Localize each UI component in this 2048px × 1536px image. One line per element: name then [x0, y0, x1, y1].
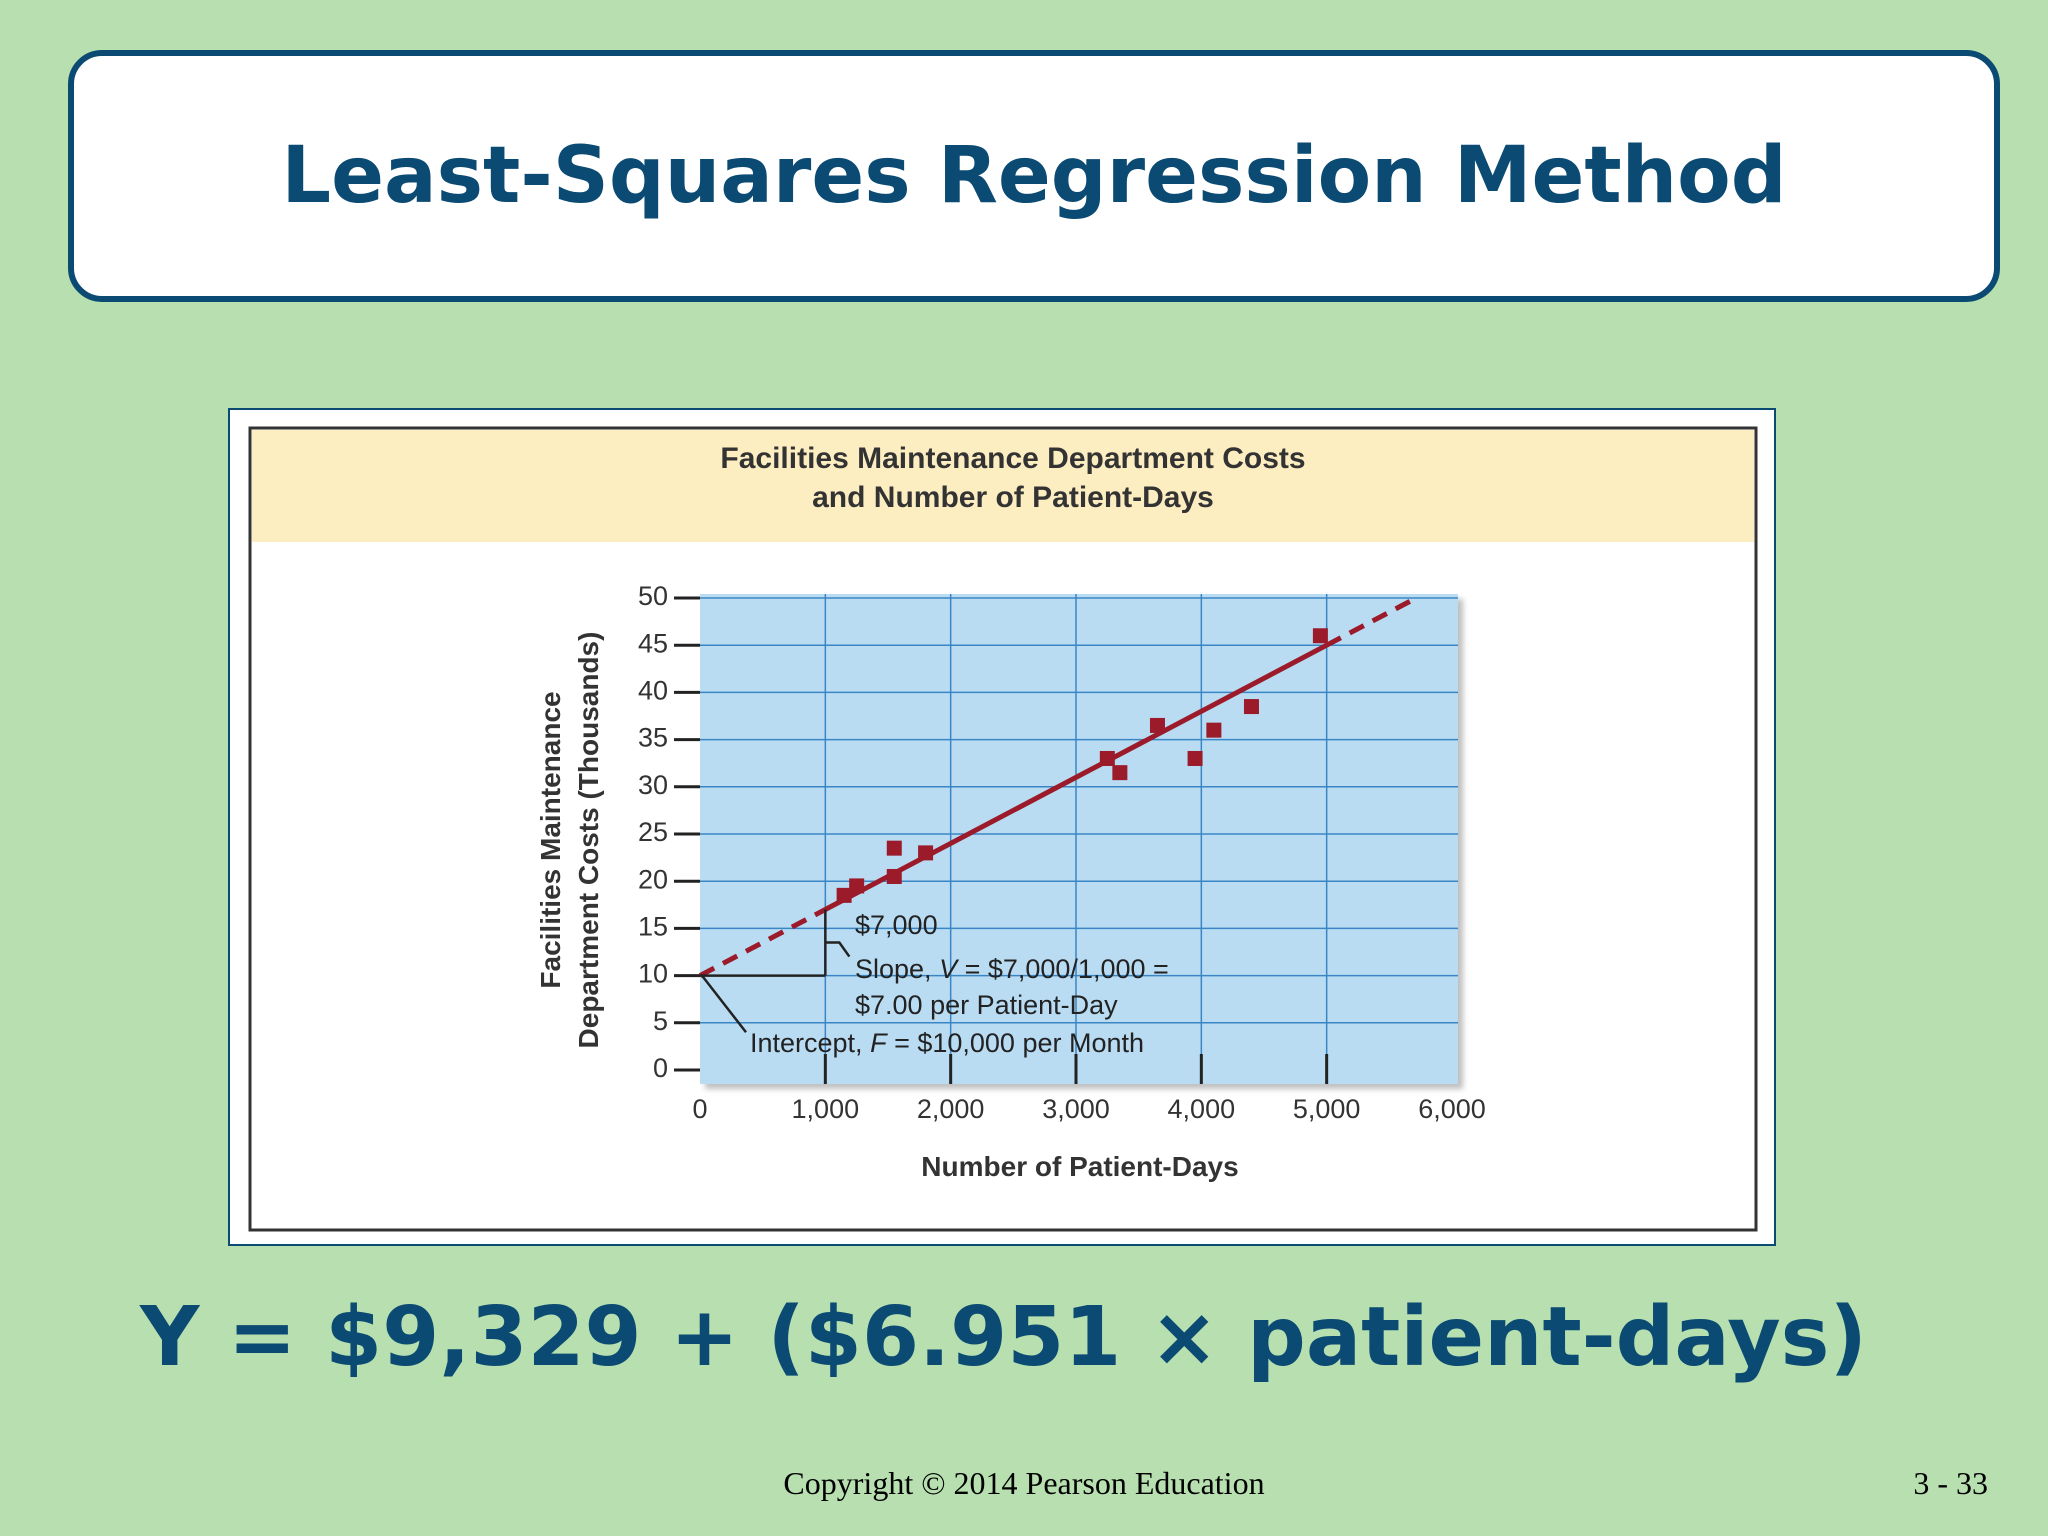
regression-equation: Y = $9,329 + ($6.951 × patient-days) [140, 1290, 1867, 1385]
intercept-label: Intercept, F = $10,000 per Month [750, 1028, 1144, 1058]
fit-line-dashed-right [1325, 596, 1416, 648]
chart-header-band [252, 430, 1754, 542]
fit-line-dashed-left [698, 907, 827, 978]
data-points [836, 628, 1328, 903]
y-tick-label: 5 [653, 1006, 668, 1036]
y-tick-label: 25 [638, 817, 668, 847]
slide-title: Least-Squares Regression Method [281, 131, 1787, 221]
slope-suffix: = $7,000/1,000 = [957, 954, 1169, 984]
title-box: Least-Squares Regression Method [68, 50, 2000, 302]
fit-line-solid [824, 642, 1328, 912]
y-tick-label: 15 [638, 912, 668, 942]
regression-chart: Facilities Maintenance Department Costs … [248, 426, 1758, 1232]
chart-title-line1: Facilities Maintenance Department Costs [720, 442, 1305, 475]
y-tick-label: 30 [638, 770, 668, 800]
slope-var: V [939, 954, 960, 984]
x-tick-label: 3,000 [1042, 1094, 1110, 1124]
y-tick-label: 50 [638, 581, 668, 611]
chart-title-line2: and Number of Patient-Days [812, 481, 1214, 514]
data-point [918, 845, 934, 861]
x-tick-label: 6,000 [1418, 1094, 1486, 1124]
y-tick-label: 40 [638, 676, 668, 706]
data-point [1149, 717, 1165, 733]
data-point [849, 878, 865, 894]
x-tick-label: 5,000 [1293, 1094, 1361, 1124]
x-tick-label: 4,000 [1168, 1094, 1236, 1124]
intercept-prefix: Intercept, [750, 1028, 870, 1058]
slope-prefix: Slope, [855, 954, 939, 984]
data-point [1243, 699, 1259, 715]
y-tick-label: 0 [653, 1053, 668, 1083]
data-point [1206, 722, 1222, 738]
data-point [1099, 750, 1115, 766]
y-axis-label-line1: Facilities Maintenance [535, 691, 566, 988]
x-axis-label: Number of Patient-Days [921, 1151, 1238, 1182]
data-point [1312, 628, 1328, 644]
x-tick-label: 0 [692, 1094, 707, 1124]
y-tick-label: 20 [638, 864, 668, 894]
y-tick-label: 10 [638, 959, 668, 989]
intercept-leader-line [701, 974, 747, 1034]
slope-label-line1: Slope, V = $7,000/1,000 = [855, 954, 1169, 984]
x-tick-label: 2,000 [917, 1094, 985, 1124]
y-axis-ticks: 0 5 10 15 20 25 30 35 40 45 50 [638, 581, 700, 1083]
slope-leader-line [825, 941, 851, 958]
y-axis-label-line2: Department Costs (Thousands) [573, 632, 604, 1049]
data-point [886, 840, 902, 856]
y-tick-label: 45 [638, 628, 668, 658]
intercept-suffix: = $10,000 per Month [887, 1028, 1144, 1058]
intercept-var: F [870, 1028, 888, 1058]
data-point [836, 887, 852, 903]
slope-label-line2: $7.00 per Patient-Day [855, 990, 1118, 1020]
chart-figure: Facilities Maintenance Department Costs … [228, 408, 1776, 1246]
plot-area [700, 594, 1458, 1084]
data-point [1187, 750, 1203, 766]
y-tick-label: 35 [638, 723, 668, 753]
data-point [886, 868, 902, 884]
x-axis-ticks: 0 1,000 2,000 3,000 4,000 5,000 6,000 [692, 1054, 1486, 1124]
rise-label: $7,000 [855, 910, 938, 940]
x-tick-label: 1,000 [792, 1094, 860, 1124]
page-number: 3 - 33 [1913, 1465, 1988, 1501]
data-point [1112, 765, 1128, 781]
copyright-notice: Copyright © 2014 Pearson Education [783, 1465, 1265, 1501]
